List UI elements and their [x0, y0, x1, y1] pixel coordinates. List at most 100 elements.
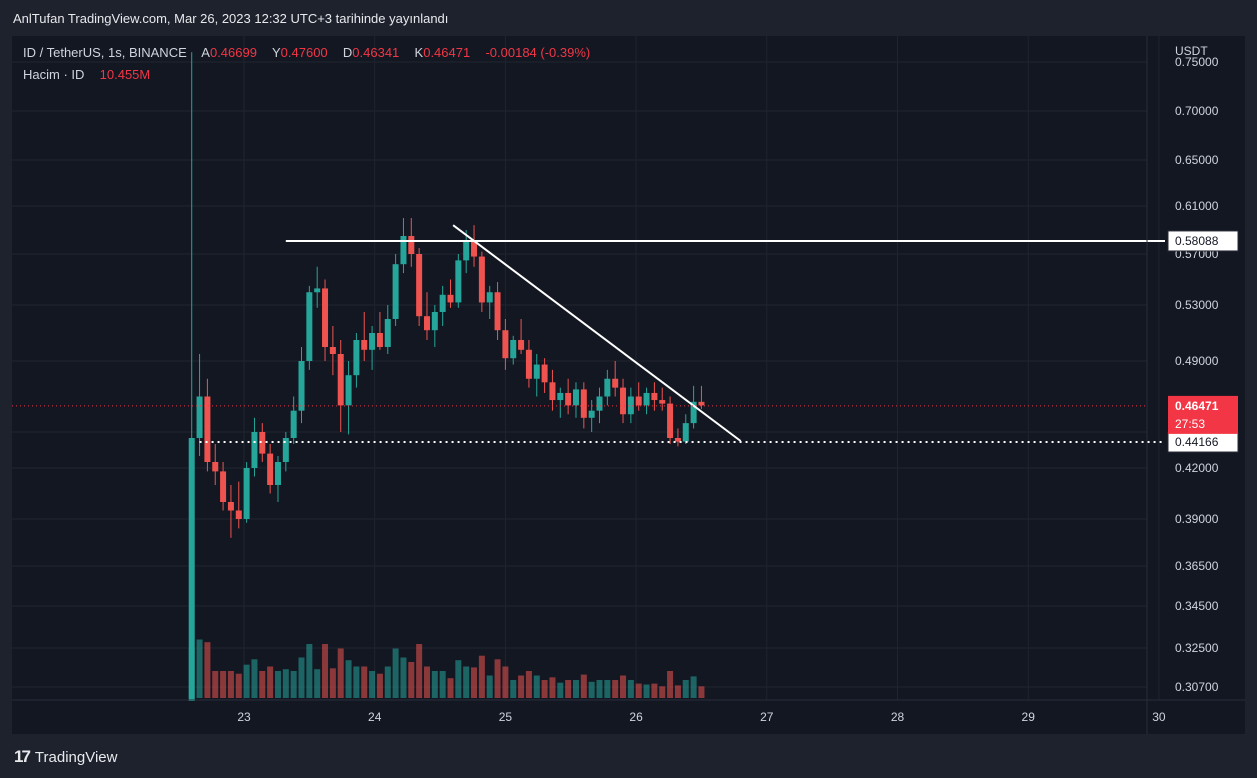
candle-body	[243, 468, 250, 519]
candle-body	[353, 340, 360, 376]
volume-bar	[674, 685, 681, 698]
chart-area[interactable]: USDT 0.30700 0.32500 0.34500 0.36500 0.39000 0…	[12, 36, 1245, 734]
volume-bar	[502, 666, 509, 698]
candle-body	[306, 292, 313, 361]
volume-bar	[259, 671, 266, 698]
candle-body	[227, 502, 234, 511]
volume-bar	[235, 673, 242, 698]
time-axis[interactable]: 23 24 25 26 27 28 29 30	[12, 699, 1245, 724]
candle-body	[220, 471, 227, 502]
candle-body	[282, 438, 289, 462]
volume-bar	[698, 686, 705, 698]
candle-body	[541, 364, 548, 383]
volume-bar	[196, 639, 203, 698]
open-value: 0.46699	[209, 45, 257, 60]
candle-body	[439, 294, 446, 312]
volume-bar	[314, 669, 321, 698]
candle-body	[361, 340, 368, 350]
y-tick-label: 0.70000	[1175, 104, 1219, 118]
volume-bar	[549, 677, 556, 698]
volume-bar	[290, 671, 297, 698]
y-tick-label: 0.34500	[1175, 599, 1219, 613]
price-axis[interactable]: USDT 0.30700 0.32500 0.34500 0.36500 0.39000 0…	[1146, 36, 1239, 734]
candle-body	[322, 288, 329, 347]
price-tag: 0.58088	[1175, 234, 1219, 248]
x-tick-label: 28	[891, 710, 905, 724]
y-tick-label: 0.61000	[1175, 199, 1219, 213]
candle-body	[235, 510, 242, 519]
volume-bar	[612, 680, 619, 698]
candle-body	[251, 432, 258, 468]
volume-bar	[604, 680, 611, 698]
candle-body	[400, 236, 407, 265]
volume-label[interactable]: Hacim · ID	[23, 67, 85, 82]
volume-bar	[243, 664, 250, 698]
volume-value: 10.455M	[99, 67, 151, 82]
candle-body	[274, 462, 281, 485]
volume-bar	[471, 667, 478, 698]
volume-bar	[518, 675, 525, 698]
candles	[188, 52, 705, 701]
volume-bar	[306, 644, 313, 698]
volume-bar	[439, 671, 446, 698]
volume-bar	[212, 671, 219, 698]
x-tick-label: 29	[1022, 710, 1036, 724]
candle-body	[502, 330, 509, 359]
drawings[interactable]	[12, 224, 1165, 444]
candle-body	[667, 403, 674, 438]
volume-bar	[376, 673, 383, 698]
volume-bar	[533, 675, 540, 698]
volume-bar	[541, 680, 548, 698]
candle-body	[204, 396, 211, 462]
volume-bar	[267, 666, 274, 698]
candle-body	[392, 264, 399, 319]
candle-body	[314, 288, 321, 293]
candle-body	[549, 382, 556, 401]
volume-bar	[298, 657, 305, 698]
volume-bar	[455, 660, 462, 698]
y-tick-label: 0.39000	[1175, 512, 1219, 526]
candle-body	[518, 340, 525, 350]
candle-body	[431, 312, 438, 331]
open-label: A	[201, 45, 210, 60]
volume-bar	[274, 671, 281, 698]
candle-body	[478, 256, 485, 303]
trend-line[interactable]	[452, 224, 742, 442]
volume-bar	[690, 676, 697, 698]
candle-body	[557, 392, 564, 401]
candle-body	[635, 396, 642, 406]
candle-body	[455, 260, 462, 303]
candle-body	[698, 401, 705, 406]
candle-body	[620, 387, 627, 415]
volume-bar	[572, 680, 579, 698]
volume-bars	[188, 639, 705, 698]
volume-bar	[353, 666, 360, 698]
brand-name: TradingView	[34, 748, 118, 766]
symbol-label[interactable]: ID / TetherUS, 1s, BINANCE	[23, 45, 187, 60]
candle-body	[298, 361, 305, 411]
price-chart[interactable]: USDT 0.30700 0.32500 0.34500 0.36500 0.39000 0…	[12, 36, 1245, 734]
volume-bar	[627, 680, 634, 698]
candle-body	[345, 375, 352, 406]
volume-bar	[486, 675, 493, 698]
volume-bar	[525, 671, 532, 698]
candle-body	[337, 354, 344, 406]
y-tick-label: 0.42000	[1175, 461, 1219, 475]
high-value: 0.47600	[280, 45, 328, 60]
candle-body	[494, 292, 501, 331]
volume-bar	[596, 680, 603, 698]
volume-bar	[565, 680, 572, 698]
footer-brand[interactable]: 17 TradingView	[14, 747, 117, 767]
change-value: -0.00184 (-0.39%)	[485, 45, 591, 60]
high-label: Y	[271, 45, 281, 60]
x-tick-label: 23	[237, 710, 251, 724]
volume-bar	[384, 666, 391, 698]
volume-bar	[643, 684, 650, 698]
candle-body	[369, 333, 376, 350]
y-tick-label: 0.49000	[1175, 354, 1219, 368]
volume-bar	[447, 678, 454, 698]
volume-bar	[408, 662, 415, 698]
candle-body	[196, 396, 203, 438]
x-tick-label: 27	[760, 710, 774, 724]
volume-bar	[620, 675, 627, 698]
